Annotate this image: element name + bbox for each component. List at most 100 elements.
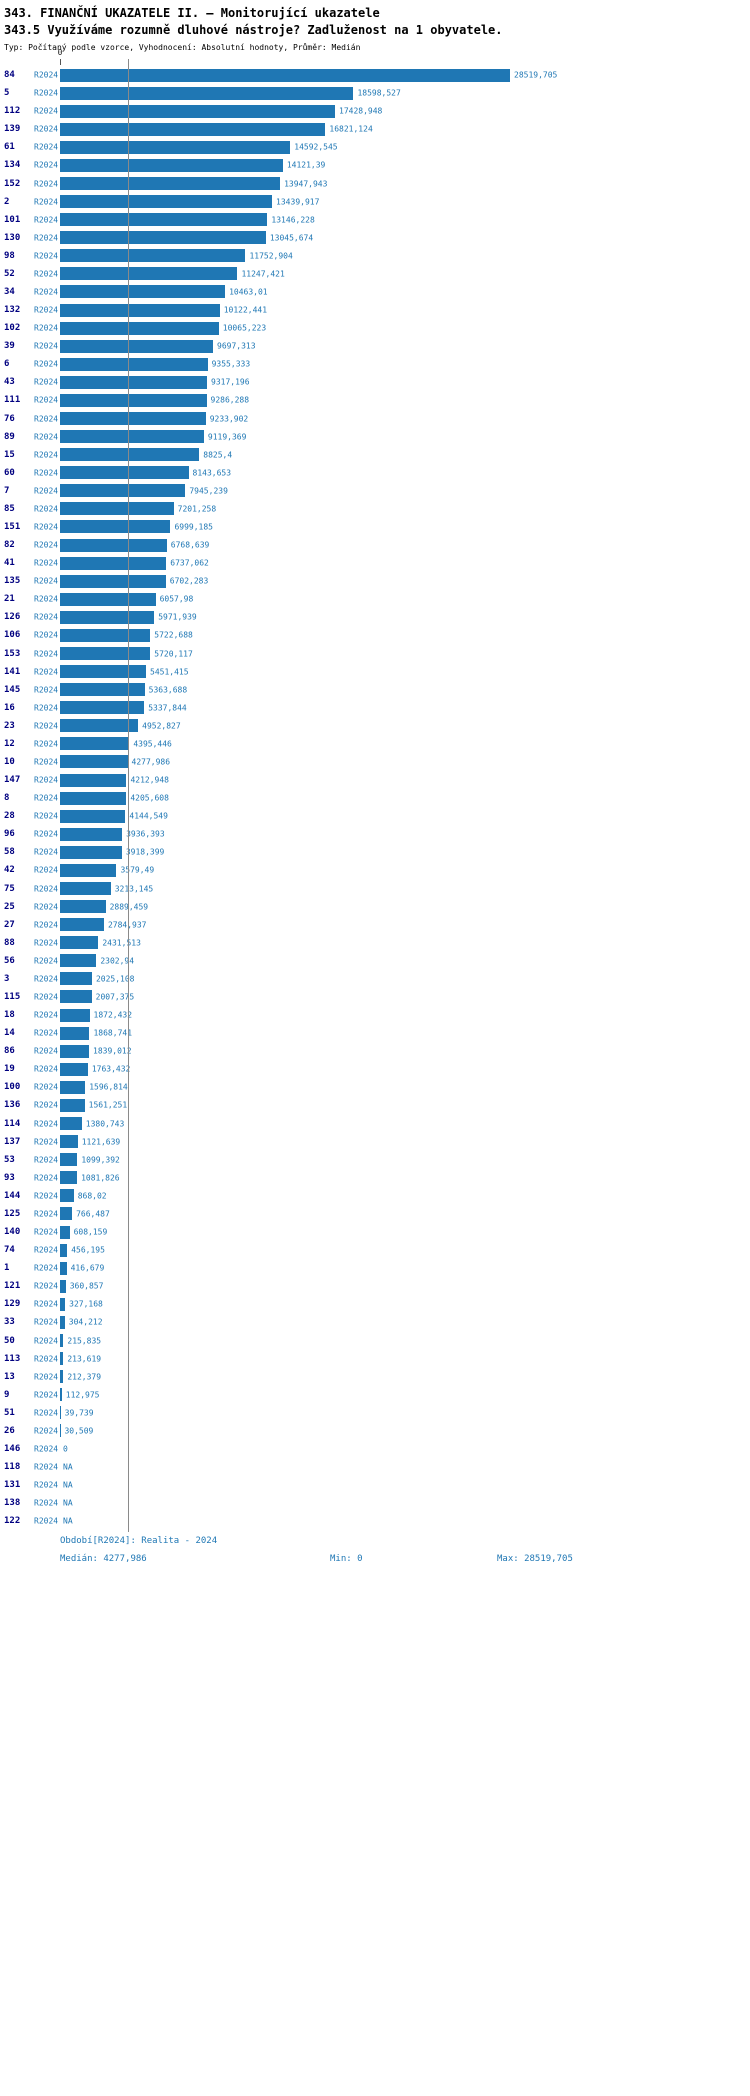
row-value-label: 9355,333 (211, 359, 251, 369)
row-bar (60, 701, 145, 715)
row-period-label: R2024 (34, 395, 59, 405)
chart-row: 139 R2024 16821,124 (0, 120, 750, 138)
row-bar (60, 610, 155, 624)
chart-row: 53 R2024 1099,392 (0, 1151, 750, 1169)
row-bar (60, 918, 104, 932)
row-id-label: 98 (4, 250, 15, 261)
row-period-label: R2024 (34, 160, 59, 170)
row-bar (60, 303, 220, 317)
chart-row: 39 R2024 9697,313 (0, 337, 750, 355)
row-id-label: 75 (4, 883, 15, 894)
row-id-label: 84 (4, 70, 15, 81)
row-bar (60, 1171, 78, 1185)
row-bar (60, 176, 281, 190)
row-period-label: R2024 (34, 775, 59, 785)
row-value-label: 4144,549 (129, 811, 168, 821)
row-bar (60, 773, 127, 787)
row-value-label: 14592,545 (294, 142, 338, 152)
row-id-label: 19 (4, 1064, 15, 1075)
row-bar (60, 538, 167, 552)
row-value-label: 1763,432 (91, 1064, 131, 1074)
row-period-label: R2024 (34, 251, 59, 261)
bar-chart: 84 R2024 28519,705 5 R2024 18598,527 112 R2024 1… (0, 66, 750, 1530)
row-value-label: 5337,844 (148, 703, 187, 713)
report-header: 343. FINANČNÍ UKAZATELE II. – Monitorují… (4, 5, 503, 52)
row-period-label: R2024 (34, 1137, 59, 1147)
row-period-label: R2024 (34, 612, 59, 622)
row-bar (60, 1189, 74, 1203)
row-period-label: R2024 (34, 215, 59, 225)
row-period-label: R2024 (34, 1426, 59, 1436)
chart-row: 33 R2024 304,212 (0, 1313, 750, 1331)
report-footer: Období[R2024]: Realita - 2024 Medián: 42… (0, 1534, 750, 1574)
chart-row: 5 R2024 18598,527 (0, 84, 750, 102)
row-period-label: R2024 (34, 341, 59, 351)
row-value-label: NA (63, 1516, 73, 1526)
row-period-label: R2024 (34, 179, 59, 188)
row-period-label: R2024 (34, 486, 59, 496)
row-value-label: 6999,185 (174, 522, 213, 532)
row-period-label: R2024 (34, 377, 59, 387)
row-value-label: 608,159 (73, 1227, 108, 1237)
row-id-label: 141 (4, 666, 21, 677)
chart-row: 100 R2024 1596,814 (0, 1078, 750, 1096)
row-id-label: 112 (4, 106, 21, 117)
row-bar (60, 339, 213, 353)
row-period-label: R2024 (34, 468, 59, 478)
chart-row: 10 R2024 4277,986 (0, 753, 750, 771)
row-bar (60, 375, 207, 389)
chart-row: 121 R2024 360,857 (0, 1277, 750, 1295)
row-period-label: R2024 (34, 558, 59, 568)
row-period-label: R2024 (34, 1082, 59, 1092)
row-value-label: 5451,415 (150, 667, 189, 677)
report-title: 343. FINANČNÍ UKAZATELE II. – Monitorují… (4, 6, 380, 20)
row-id-label: 18 (4, 1010, 15, 1021)
chart-row: 85 R2024 7201,258 (0, 500, 750, 518)
row-value-label: 1596,814 (89, 1082, 128, 1092)
row-value-label: 7945,239 (189, 486, 228, 496)
row-period-label: R2024 (34, 1462, 59, 1472)
chart-row: 152 R2024 13947,943 (0, 174, 750, 192)
row-id-label: 114 (4, 1118, 21, 1129)
chart-row: 16 R2024 5337,844 (0, 699, 750, 717)
row-id-label: 102 (4, 323, 21, 334)
chart-row: 153 R2024 5720,117 (0, 645, 750, 663)
row-bar (60, 809, 126, 823)
row-id-label: 8 (4, 793, 10, 804)
row-bar (60, 1370, 64, 1384)
row-period-label: R2024 (34, 1155, 59, 1165)
chart-row: 41 R2024 6737,062 (0, 554, 750, 572)
row-bar (60, 791, 127, 805)
row-period-label: R2024 (34, 1354, 59, 1364)
row-bar (60, 104, 335, 118)
row-bar (60, 1026, 90, 1040)
row-period-label: R2024 (34, 847, 59, 857)
row-bar (60, 68, 510, 82)
row-period-label: R2024 (34, 1498, 59, 1508)
row-period-label: R2024 (34, 576, 59, 586)
row-period-label: R2024 (34, 1028, 59, 1038)
row-id-label: 14 (4, 1028, 15, 1039)
row-bar (60, 231, 266, 245)
chart-row: 6 R2024 9355,333 (0, 355, 750, 373)
row-value-label: 0 (63, 1444, 68, 1454)
row-id-label: 138 (4, 1498, 21, 1509)
chart-row: 2 R2024 13439,917 (0, 193, 750, 211)
row-value-label: 1099,392 (81, 1155, 120, 1165)
row-id-label: 115 (4, 992, 21, 1003)
row-bar (60, 357, 208, 371)
row-bar (60, 1352, 64, 1366)
row-value-label: 2302,94 (100, 956, 135, 966)
chart-row: 15 R2024 8825,4 (0, 446, 750, 464)
row-value-label: 766,487 (76, 1209, 110, 1219)
row-period-label: R2024 (34, 793, 59, 803)
chart-row: 50 R2024 215,835 (0, 1331, 750, 1349)
chart-row: 7 R2024 7945,239 (0, 482, 750, 500)
row-period-label: R2024 (34, 1372, 59, 1382)
chart-row: 132 R2024 10122,441 (0, 301, 750, 319)
row-bar (60, 393, 207, 407)
row-id-label: 60 (4, 467, 15, 478)
row-bar (60, 1406, 61, 1420)
row-period-label: R2024 (34, 70, 59, 80)
